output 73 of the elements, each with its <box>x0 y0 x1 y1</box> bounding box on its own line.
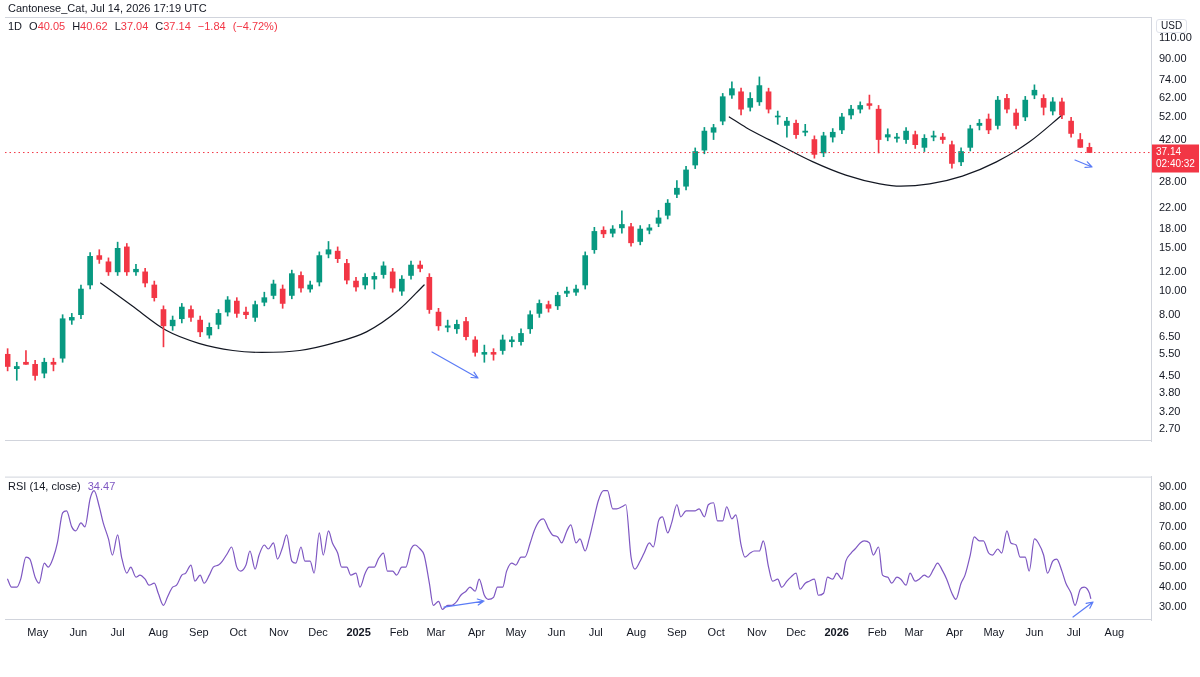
x-tick-label: 2026 <box>824 625 849 638</box>
x-tick-label: May <box>27 625 49 638</box>
y-tick-label: 40.00 <box>1159 580 1187 593</box>
candlestick <box>802 124 809 137</box>
x-tick-label: Oct <box>707 625 725 638</box>
text: Cantonese_Cat, Jul 14, 2026 17:19 UTC <box>8 2 207 15</box>
candlestick <box>619 210 625 234</box>
x-tick-label: Feb <box>867 625 887 638</box>
ref-line-label: 37.14 02:40:32 <box>1156 146 1196 170</box>
y-tick-label: 30.00 <box>1159 600 1187 613</box>
y-tick-label: 42.00 <box>1159 132 1187 145</box>
x-tick-label: Jul <box>1066 625 1081 638</box>
y-tick-label: 62.00 <box>1159 91 1187 104</box>
candlestick <box>444 319 451 333</box>
y-tick-label: 8.00 <box>1159 307 1181 320</box>
x-tick-label: Nov <box>268 625 290 638</box>
x-tick-label: Aug <box>148 625 169 638</box>
candlestick <box>68 313 75 325</box>
y-tick-label: 70.00 <box>1159 519 1187 532</box>
x-tick-label: Nov <box>746 625 768 638</box>
x-tick-label: Dec <box>786 625 807 638</box>
x-tick-label: Mar <box>426 625 446 638</box>
x-tick-label: May <box>505 625 527 638</box>
x-tick-label: Aug <box>1104 625 1125 638</box>
candlestick <box>884 128 891 142</box>
y-tick-label: 3.20 <box>1159 404 1181 417</box>
chart-subtitle: 34.47 <box>87 479 116 492</box>
x-tick-label: Apr <box>945 625 964 638</box>
x-tick-label: Feb <box>389 625 409 638</box>
y-tick-label: 50.00 <box>1159 560 1187 573</box>
y-tick-label: 5.50 <box>1159 347 1181 360</box>
y-tick-label: 22.00 <box>1159 200 1187 213</box>
y-tick-label: 90.00 <box>1159 52 1187 65</box>
y-tick-label: 80.00 <box>1159 499 1187 512</box>
y-tick-label: 28.00 <box>1159 175 1187 188</box>
x-tick-label: Jun <box>547 625 566 638</box>
chart-title: RSI (14, close) <box>8 479 81 492</box>
candlestick <box>133 263 139 276</box>
candlestick <box>894 133 900 143</box>
y-tick-label: 74.00 <box>1159 72 1187 85</box>
y-tick-label: 4.50 <box>1159 368 1181 381</box>
candlestick <box>23 350 29 365</box>
y-tick-label: 10.00 <box>1159 284 1187 297</box>
line-series <box>7 490 1092 610</box>
x-tick-label: Jul <box>110 625 125 638</box>
y-tick-label: 2.70 <box>1159 422 1181 435</box>
y-tick-label: 110.00 <box>1159 30 1192 43</box>
text: O40.05 H40.62 L37.04 C37.14 −1.84 (−4.72%) <box>29 20 278 32</box>
y-tick-label: 52.00 <box>1159 110 1187 123</box>
x-tick-label: Jul <box>588 625 603 638</box>
candlestick <box>243 306 249 320</box>
x-tick-label: 2025 <box>346 625 371 638</box>
y-tick-label: 6.50 <box>1159 329 1181 342</box>
x-tick-label: Oct <box>229 625 247 638</box>
x-tick-label: Mar <box>904 625 924 638</box>
x-tick-label: Jun <box>1025 625 1044 638</box>
x-tick-label: Apr <box>467 625 486 638</box>
y-tick-label: 90.00 <box>1159 479 1187 492</box>
y-tick-label: 60.00 <box>1159 540 1187 553</box>
y-tick-label: 15.00 <box>1159 241 1187 254</box>
x-tick-label: Jun <box>69 625 88 638</box>
x-tick-label: May <box>983 625 1005 638</box>
x-tick-label: Dec <box>308 625 329 638</box>
x-tick-label: Sep <box>189 625 209 638</box>
x-tick-label: Sep <box>667 625 687 638</box>
candlestick <box>509 336 515 348</box>
y-axis-title: USD <box>1156 19 1188 33</box>
chart-title: 1D <box>8 20 23 32</box>
y-tick-label: 18.00 <box>1159 222 1187 235</box>
x-tick-label: Aug <box>626 625 647 638</box>
y-tick-label: 12.00 <box>1159 264 1187 277</box>
y-tick-label: 3.80 <box>1159 386 1181 399</box>
candlestick <box>13 361 20 381</box>
